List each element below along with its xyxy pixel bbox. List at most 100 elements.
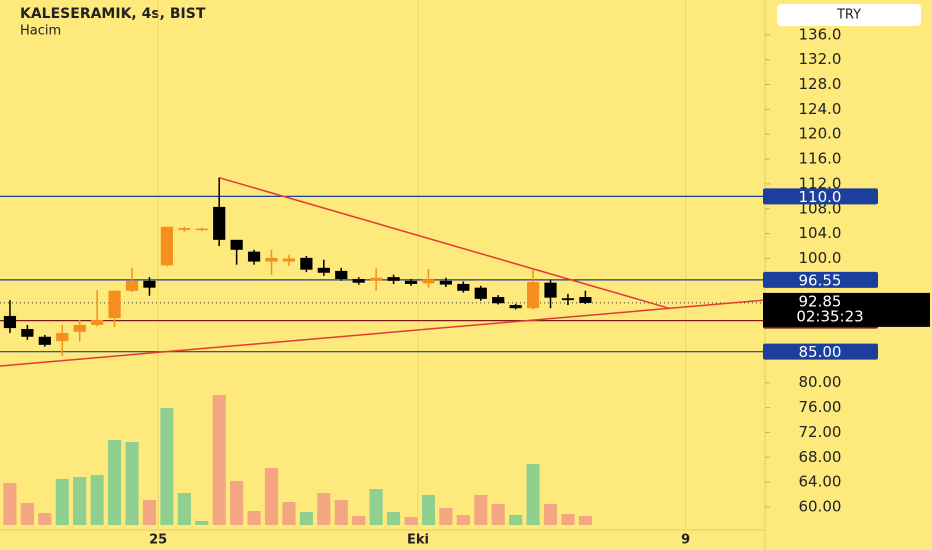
volume-bar	[55, 479, 69, 525]
y-tick-label: 136.0	[799, 25, 842, 43]
level-label: 96.55	[799, 271, 842, 289]
candle-body	[56, 333, 69, 342]
volume-bar	[20, 503, 34, 525]
candle-body	[544, 282, 557, 298]
volume-bar	[439, 508, 453, 525]
candle-body	[335, 270, 348, 279]
level-label-box	[763, 271, 878, 288]
volume-bar	[282, 502, 296, 525]
y-tick-label: 132.0	[799, 50, 842, 68]
candle-body	[370, 277, 383, 281]
volume-bar	[352, 516, 366, 525]
y-tick-label: 60.00	[799, 498, 842, 516]
volume-bar	[456, 515, 470, 525]
candle-body	[422, 279, 435, 284]
candle-body	[457, 283, 470, 291]
candle-body	[91, 319, 104, 325]
x-tick-label: Eki	[407, 533, 429, 548]
candle-body	[247, 251, 261, 262]
candle-body	[3, 315, 17, 329]
candle-body	[213, 206, 226, 240]
candle-body	[143, 280, 156, 288]
volume-bar	[3, 483, 17, 525]
volume-bar	[108, 440, 122, 525]
volume-bar	[578, 516, 592, 525]
candle-body	[282, 258, 296, 262]
volume-bar	[334, 500, 348, 525]
candle-body	[474, 287, 487, 299]
level-label-box	[763, 343, 878, 360]
candle-body	[160, 226, 173, 266]
volume-bar	[73, 477, 87, 525]
volume-bar	[142, 500, 156, 525]
volume-bar	[195, 521, 209, 525]
y-tick-label: 104.0	[799, 224, 842, 242]
candle-body	[38, 336, 51, 345]
candle-body	[178, 228, 191, 230]
volume-bar	[90, 475, 104, 525]
candle-body	[387, 277, 400, 281]
volume-bar	[561, 514, 575, 525]
y-tick-label: 124.0	[799, 100, 842, 118]
volume-bar	[421, 495, 435, 525]
volume-bar	[177, 493, 191, 525]
volume-bar	[160, 408, 174, 525]
volume-bar	[125, 442, 139, 525]
x-tick-label: 9	[681, 533, 690, 548]
candle-body	[579, 296, 592, 303]
volume-bar	[247, 511, 261, 525]
candle-body	[125, 280, 139, 291]
y-tick-label: 116.0	[799, 150, 842, 168]
volume-bar	[264, 468, 279, 525]
volume-bar	[509, 515, 523, 525]
candle-body	[317, 267, 330, 273]
currency-text[interactable]: TRY	[836, 8, 861, 23]
level-label: 110.0	[799, 188, 842, 206]
countdown: 02:35:23	[796, 307, 863, 325]
volume-bar	[369, 489, 383, 525]
candle-body	[21, 328, 34, 337]
candle-body	[492, 296, 505, 304]
candle-body	[352, 278, 365, 283]
x-tick-label: 25	[149, 533, 167, 548]
volume-bar	[212, 395, 226, 525]
trendline	[0, 299, 766, 367]
candle-body	[195, 228, 208, 231]
volume-bar	[230, 481, 244, 525]
candle-body	[404, 280, 418, 284]
y-tick-label: 80.00	[799, 373, 842, 391]
y-tick-label: 72.00	[799, 423, 842, 441]
volume-bar	[543, 504, 558, 525]
last-price-label: 92.85	[799, 292, 842, 310]
volume-bar	[404, 517, 418, 525]
volume-bar	[38, 513, 52, 525]
candle-body	[73, 324, 86, 332]
candle-body	[230, 239, 243, 250]
y-tick-label: 76.00	[799, 398, 842, 416]
candle-body	[509, 305, 522, 309]
candle-body	[561, 298, 575, 301]
y-tick-label: 64.00	[799, 473, 842, 491]
volume-bar	[526, 464, 540, 525]
volume-bar	[387, 512, 401, 525]
volume-label: Hacim	[20, 24, 61, 39]
trendline	[218, 176, 672, 310]
y-tick-label: 100.0	[799, 249, 842, 267]
y-tick-label: 120.0	[799, 125, 842, 143]
y-tick-label: 112.0	[799, 174, 842, 192]
currency-button[interactable]	[777, 4, 921, 26]
candle-body	[265, 257, 278, 262]
symbol-title: KALESERAMIK, 4s, BIST	[20, 6, 206, 22]
volume-bar	[299, 512, 313, 525]
y-tick-label: 68.00	[799, 448, 842, 466]
candle-body	[439, 280, 452, 285]
volume-bar	[491, 504, 505, 525]
y-tick-label: 128.0	[799, 75, 842, 93]
volume-bar	[317, 493, 331, 525]
level-label-box	[763, 188, 878, 205]
volume-bar	[474, 495, 488, 525]
last-price-box	[763, 292, 930, 327]
candle-body	[108, 290, 121, 319]
candle-body	[300, 257, 313, 270]
